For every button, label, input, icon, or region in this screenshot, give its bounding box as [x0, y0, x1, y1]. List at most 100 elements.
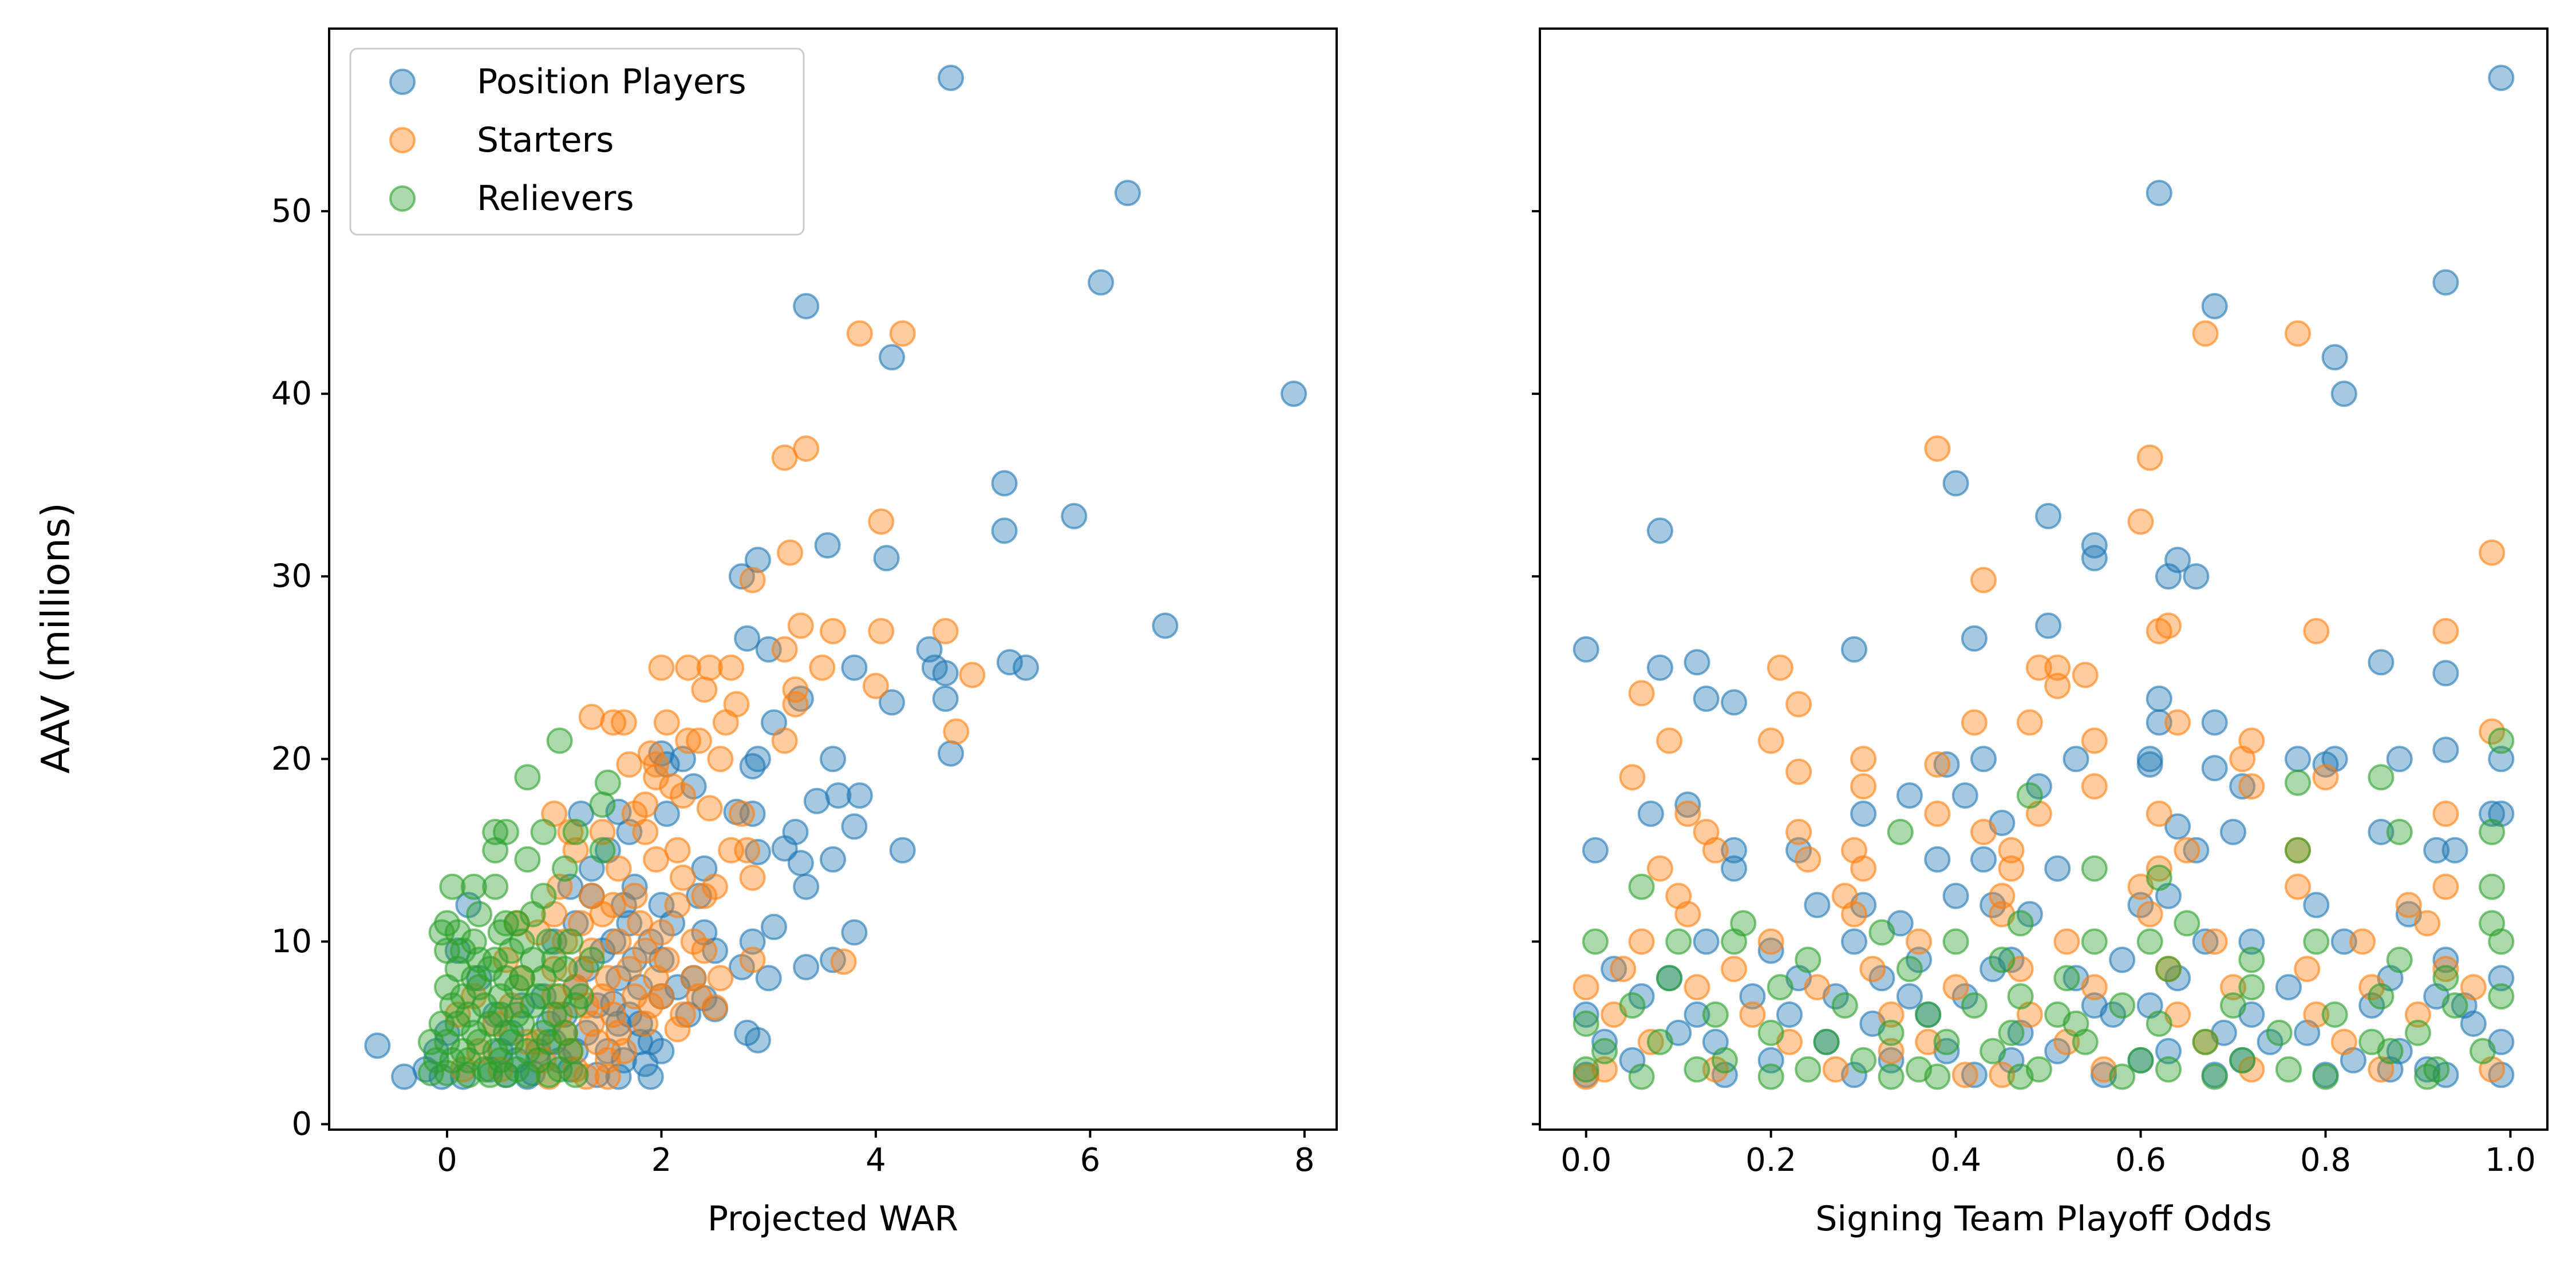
right-point-starters: [1757, 928, 1784, 955]
right-point-starters: [2081, 773, 2108, 800]
left-point-position-players: [996, 649, 1023, 676]
left-point-starters: [605, 928, 632, 955]
right-point-starters: [2312, 764, 2339, 791]
left-point-starters: [669, 864, 696, 891]
left-point-starters: [782, 691, 809, 718]
left-point-position-players: [932, 686, 959, 712]
legend-label-starters: Starters: [477, 120, 614, 160]
left-point-relievers: [482, 818, 509, 845]
right-point-starters: [1850, 746, 1877, 773]
right-point-relievers: [2063, 1010, 2089, 1037]
right-point-relievers: [1998, 1019, 2025, 1046]
right-point-relievers: [1989, 947, 2016, 973]
left-point-position-players: [793, 954, 820, 980]
left-point-relievers: [562, 992, 589, 1019]
left-point-position-players: [739, 753, 766, 779]
left-point-starters: [664, 892, 691, 918]
left-point-position-players: [1281, 381, 1307, 407]
right-point-relievers: [2386, 818, 2413, 845]
right-x-tick-label: 0.2: [1745, 1142, 1796, 1179]
left-point-starters: [621, 882, 648, 909]
right-point-position-players: [2368, 818, 2395, 845]
right-point-starters: [1785, 691, 1812, 718]
left-point-position-players: [938, 65, 964, 92]
left-point-starters: [616, 751, 643, 778]
right-point-relievers: [2470, 1038, 2496, 1064]
left-point-starters: [691, 882, 718, 909]
right-point-relievers: [2368, 764, 2395, 791]
left-point-position-players: [1152, 612, 1179, 639]
left-y-tick-label: 0: [291, 1106, 312, 1143]
right-scatter-points: [1573, 65, 2515, 1090]
right-point-starters: [1702, 837, 1729, 864]
right-point-starters: [2025, 654, 2052, 681]
left-point-starters: [728, 801, 755, 827]
right-point-starters: [1785, 818, 1812, 845]
left-point-position-players: [841, 813, 868, 840]
right-point-position-players: [2220, 818, 2246, 845]
right-point-relievers: [1721, 928, 1748, 955]
right-point-starters: [1970, 818, 1997, 845]
left-point-relievers: [535, 1062, 562, 1088]
left-point-position-players: [1114, 180, 1141, 207]
right-point-position-players: [2441, 837, 2468, 864]
left-point-starters: [578, 703, 605, 730]
right-point-relievers: [2321, 1001, 2348, 1028]
right-point-relievers: [1665, 928, 1692, 955]
right-point-starters: [1961, 709, 1988, 736]
right-point-relievers: [2220, 992, 2246, 1019]
right-point-starters: [2072, 662, 2099, 688]
right-point-starters: [2136, 444, 2163, 471]
left-point-position-players: [744, 547, 771, 573]
left-point-position-players: [744, 1027, 771, 1054]
right-point-starters: [2053, 928, 2080, 955]
right-point-position-players: [1693, 928, 1720, 955]
right-x-tick-label: 0.4: [1930, 1142, 1981, 1179]
left-point-position-players: [879, 689, 905, 716]
right-point-position-players: [2303, 892, 2330, 918]
left-point-relievers: [551, 956, 578, 983]
right-point-position-players: [2183, 837, 2210, 864]
right-point-position-players: [1573, 1001, 1599, 1028]
left-point-relievers: [594, 769, 621, 796]
right-point-starters: [2460, 974, 2487, 1001]
legend-label-relievers: Relievers: [477, 179, 634, 219]
right-point-position-players: [2432, 947, 2459, 973]
right-point-position-players: [2155, 563, 2182, 590]
right-point-starters: [2081, 727, 2108, 754]
right-point-relievers: [2053, 965, 2080, 992]
right-point-relievers: [2007, 983, 2034, 1010]
left-point-relievers: [551, 855, 578, 882]
left-point-relievers: [428, 1010, 455, 1037]
right-point-starters: [1998, 855, 2025, 882]
right-point-position-players: [2063, 746, 2089, 773]
left-point-starters: [734, 837, 761, 864]
left-point-position-players: [637, 1063, 664, 1090]
right-point-relievers: [1980, 1038, 2006, 1064]
right-point-relievers: [2285, 769, 2311, 796]
right-point-relievers: [2285, 837, 2311, 864]
left-point-position-players: [991, 517, 1018, 544]
right-point-relievers: [1887, 818, 1914, 845]
right-point-position-players: [1896, 983, 1923, 1010]
left-point-starters: [686, 727, 712, 754]
right-point-position-players: [1601, 956, 1627, 983]
right-point-starters: [2164, 709, 2191, 736]
right-point-position-players: [1637, 801, 1664, 827]
left-point-starters: [589, 818, 616, 845]
right-point-position-players: [2377, 1056, 2404, 1083]
right-point-position-players: [1693, 686, 1720, 712]
right-point-position-players: [2432, 660, 2459, 687]
left-point-starters: [959, 662, 986, 688]
right-point-relievers: [1915, 1001, 1942, 1028]
right-point-starters: [1951, 1062, 1978, 1088]
left-point-position-players: [793, 293, 820, 319]
left-point-position-players: [820, 947, 846, 973]
left-point-starters: [664, 1016, 691, 1043]
left-point-starters: [771, 444, 798, 471]
right-point-starters: [2081, 974, 2108, 1001]
right-point-relievers: [2275, 1056, 2302, 1083]
right-point-position-players: [2488, 965, 2515, 992]
left-point-starters: [712, 709, 739, 736]
left-point-starters: [739, 947, 766, 973]
